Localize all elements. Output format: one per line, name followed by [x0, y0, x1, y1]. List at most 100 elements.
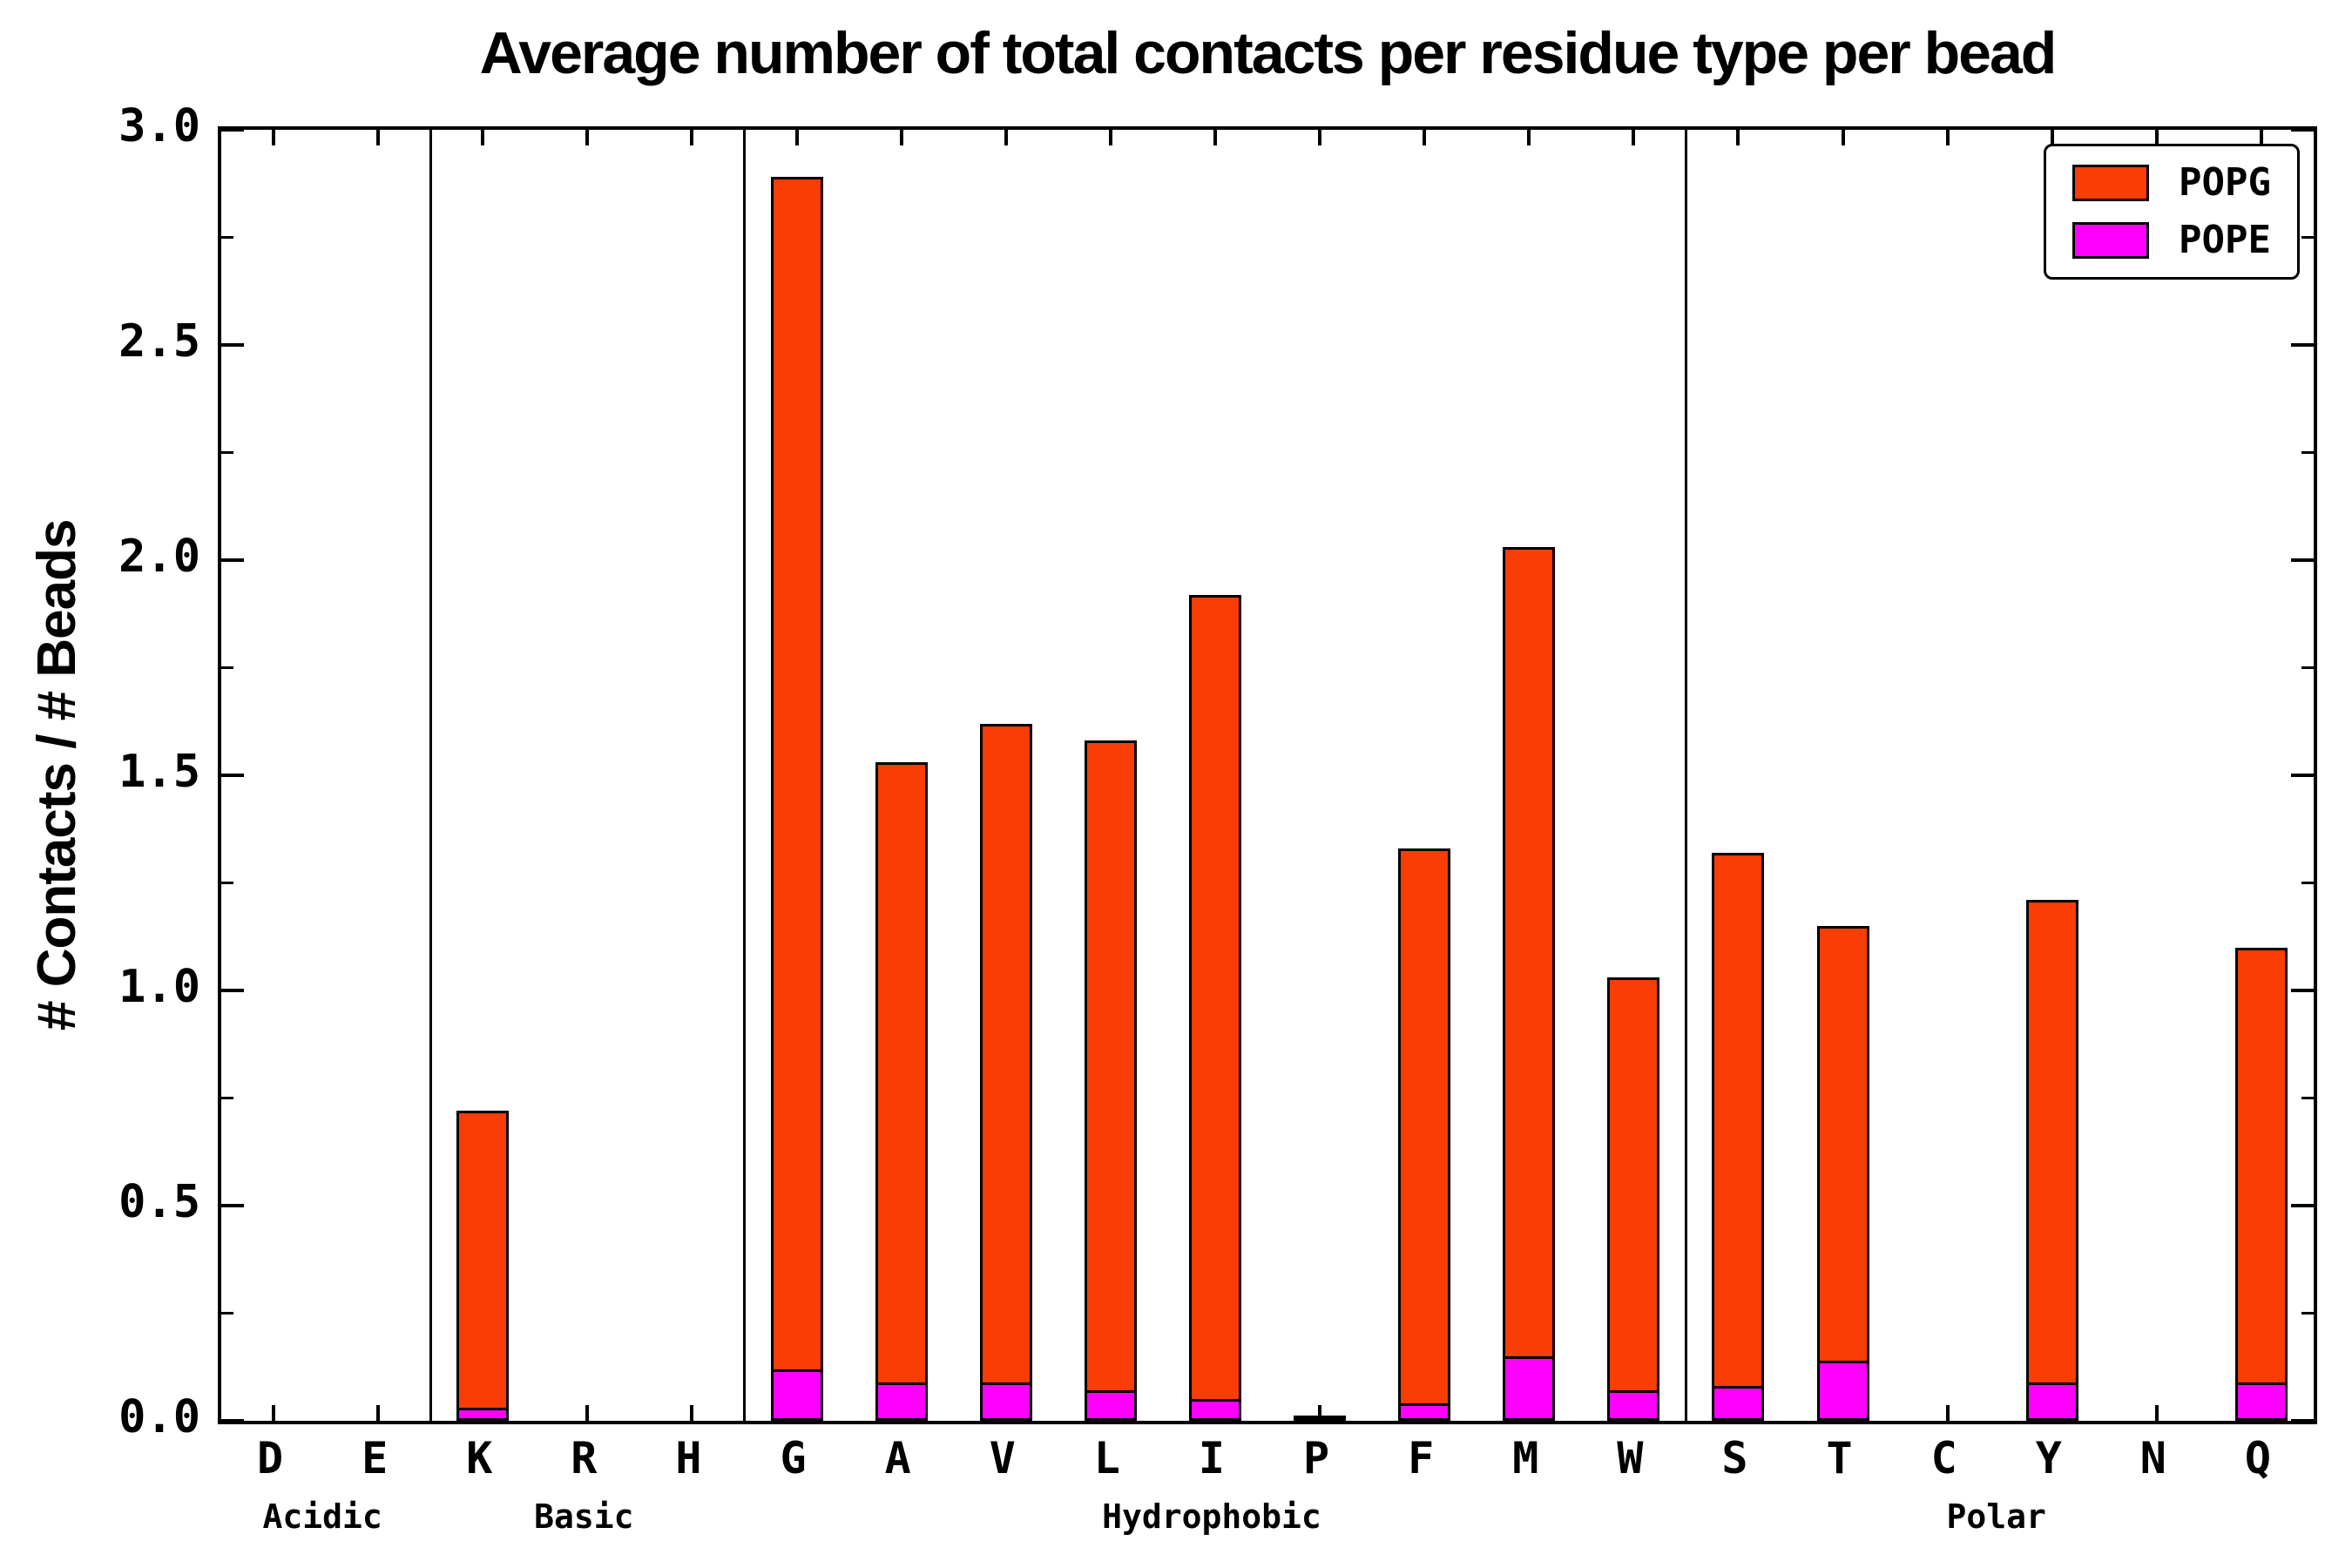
- x-tick: [376, 130, 381, 145]
- bar-V-POPE: [979, 1382, 1032, 1421]
- x-tick-label: G: [780, 1433, 807, 1484]
- y-tick-label: 0.0: [118, 1391, 200, 1443]
- x-tick-label: I: [1198, 1433, 1225, 1484]
- group-label: Hydrophobic: [1102, 1497, 1321, 1536]
- x-tick: [2154, 130, 2159, 145]
- group-label: Basic: [534, 1497, 634, 1536]
- plot-area: POPG POPE: [218, 126, 2317, 1424]
- x-tick: [899, 130, 903, 145]
- bar-A-POPG: [875, 762, 928, 1385]
- x-tick: [2050, 130, 2054, 145]
- x-tick-label: P: [1302, 1433, 1330, 1484]
- y-major-tick: [2291, 343, 2314, 347]
- group-separator: [1684, 130, 1687, 1421]
- x-tick-label: M: [1512, 1433, 1539, 1484]
- x-tick-label: S: [1721, 1433, 1748, 1484]
- x-tick-label: E: [362, 1433, 389, 1484]
- y-tick-label: 2.5: [118, 315, 200, 368]
- y-major-tick: [221, 1419, 244, 1423]
- bar-M-POPE: [1503, 1355, 1556, 1421]
- bar-T-POPG: [1816, 925, 1869, 1363]
- x-tick-label: F: [1408, 1433, 1435, 1484]
- group-separator: [743, 130, 746, 1421]
- y-major-tick: [2291, 1204, 2314, 1207]
- x-tick-label: V: [989, 1433, 1016, 1484]
- y-major-tick: [221, 128, 244, 132]
- bar-Q-POPE: [2234, 1382, 2288, 1421]
- x-tick: [1841, 130, 1845, 145]
- y-major-tick: [221, 1204, 244, 1207]
- y-minor-tick: [221, 451, 233, 454]
- y-major-tick: [2291, 128, 2314, 132]
- bar-A-POPE: [875, 1382, 928, 1421]
- y-tick-label: 2.0: [118, 531, 200, 583]
- y-tick-label: 0.5: [118, 1176, 200, 1228]
- x-tick-label: T: [1826, 1433, 1853, 1484]
- bar-S-POPE: [1712, 1386, 1765, 1421]
- bar-S-POPG: [1712, 852, 1765, 1389]
- bar-L-POPE: [1084, 1390, 1137, 1421]
- x-tick: [585, 1405, 590, 1421]
- y-minor-tick: [2301, 451, 2314, 454]
- y-minor-tick: [2301, 666, 2314, 669]
- x-tick: [690, 1405, 694, 1421]
- x-tick-label: D: [256, 1433, 284, 1484]
- bar-V-POPG: [979, 723, 1032, 1385]
- x-tick: [1423, 130, 1427, 145]
- y-tick-label: 3.0: [118, 100, 200, 152]
- legend-entry: POPG: [2072, 164, 2271, 202]
- x-tick-label: K: [466, 1433, 493, 1484]
- group-separator: [429, 130, 432, 1421]
- x-tick-label: N: [2139, 1433, 2166, 1484]
- x-tick: [376, 1405, 381, 1421]
- bar-T-POPE: [1816, 1360, 1869, 1421]
- pope-swatch: [2072, 222, 2150, 259]
- x-tick-label: H: [675, 1433, 702, 1484]
- bar-P-POPG: [1294, 1416, 1347, 1422]
- x-tick: [585, 130, 590, 145]
- y-major-tick: [221, 989, 244, 992]
- x-tick: [2259, 130, 2263, 145]
- bar-L-POPG: [1084, 740, 1137, 1394]
- bar-Y-POPE: [2025, 1382, 2078, 1421]
- bar-G-POPG: [770, 177, 823, 1372]
- bar-G-POPE: [770, 1369, 823, 1421]
- x-tick: [1945, 1405, 1950, 1421]
- x-tick-label: L: [1093, 1433, 1120, 1484]
- y-minor-tick: [221, 1097, 233, 1099]
- y-major-tick: [2291, 989, 2314, 992]
- y-minor-tick: [2301, 236, 2314, 239]
- y-minor-tick: [2301, 1097, 2314, 1099]
- group-label: Acidic: [262, 1497, 382, 1536]
- bar-K-POPG: [456, 1111, 510, 1411]
- x-tick: [1318, 130, 1322, 145]
- x-tick: [1527, 130, 1531, 145]
- x-tick: [1945, 130, 1950, 145]
- x-tick: [2154, 1405, 2159, 1421]
- y-minor-tick: [2301, 1312, 2314, 1315]
- x-tick: [1632, 130, 1636, 145]
- bar-W-POPE: [1607, 1390, 1660, 1421]
- group-label: Polar: [1946, 1497, 2046, 1536]
- bar-Y-POPG: [2025, 900, 2078, 1385]
- y-minor-tick: [221, 1312, 233, 1315]
- popg-swatch: [2072, 165, 2150, 201]
- legend-entry: POPE: [2072, 221, 2271, 260]
- y-minor-tick: [221, 882, 233, 884]
- y-major-tick: [221, 558, 244, 562]
- legend-label: POPG: [2179, 160, 2271, 205]
- bar-W-POPG: [1607, 977, 1660, 1394]
- y-tick-label: 1.5: [118, 746, 200, 798]
- y-major-tick: [221, 343, 244, 347]
- x-tick-label: A: [884, 1433, 911, 1484]
- x-tick-label: Q: [2244, 1433, 2271, 1484]
- y-major-tick: [2291, 558, 2314, 562]
- x-tick-label: R: [571, 1433, 598, 1484]
- x-tick: [794, 130, 799, 145]
- y-major-tick: [221, 774, 244, 777]
- y-minor-tick: [221, 666, 233, 669]
- chart-title: Average number of total contacts per res…: [479, 20, 2058, 86]
- y-major-tick: [2291, 1419, 2314, 1423]
- x-tick: [1318, 1405, 1322, 1421]
